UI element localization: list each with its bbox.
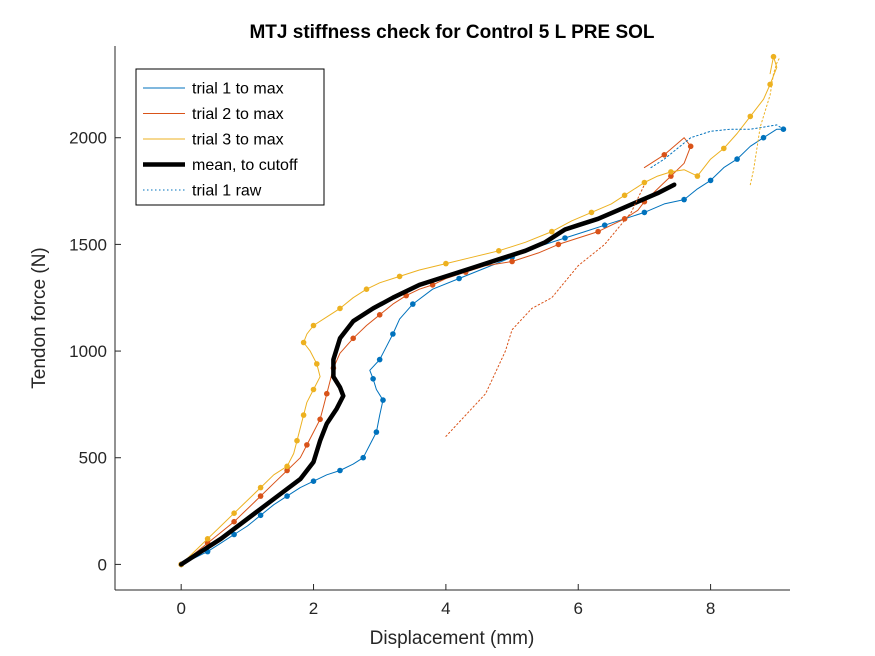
series-3-point <box>549 228 555 235</box>
legend-items: trial 1 to max trial 2 to max trial 3 to m… <box>143 81 298 200</box>
series-3-point <box>300 412 307 418</box>
chart-title: MTJ stiffness check for Control 5 L PRE … <box>249 22 654 43</box>
x-tick-label: 2 <box>309 599 318 618</box>
series-3-point <box>204 536 211 542</box>
series-2-point <box>661 152 668 158</box>
series-3-point <box>721 145 727 152</box>
series-3-point <box>257 484 264 491</box>
series-2-point <box>595 228 601 235</box>
x-tick-label: 0 <box>176 599 185 618</box>
legend-label-1: trial 1 to max <box>192 81 284 98</box>
x-tick-label: 4 <box>441 599 450 618</box>
series-2-point <box>668 173 674 179</box>
y-axis-label: Tendon force (N) <box>29 247 50 389</box>
series-1-point <box>562 235 568 241</box>
series-3-point <box>300 339 307 346</box>
series-1-point <box>380 397 386 403</box>
series-1-point <box>681 196 687 203</box>
y-tick-label: 500 <box>79 449 107 468</box>
legend-label-5: trial 1 raw <box>192 183 262 200</box>
series-3-point <box>443 260 449 267</box>
series-line-1 <box>180 128 784 565</box>
series-2-point <box>687 143 694 150</box>
legend-label-3: trial 3 to max <box>192 132 284 149</box>
axes-layer <box>114 46 790 591</box>
series-1-point <box>373 429 380 435</box>
series-2-point <box>429 282 436 288</box>
series-line-5 <box>650 124 784 169</box>
y-tick-label: 1000 <box>69 342 107 361</box>
series-2-point <box>324 390 330 397</box>
y-tick-label: 1500 <box>69 235 107 254</box>
series-1-point <box>601 222 608 228</box>
series-2-point <box>621 216 628 222</box>
x-axis-label: Displacement (mm) <box>370 628 535 649</box>
series-2-point <box>317 416 323 423</box>
series-3-point <box>668 169 674 175</box>
series-3-point <box>231 510 237 516</box>
series-line-6 <box>445 184 645 437</box>
series-2-point <box>509 258 515 265</box>
series-1-point <box>376 356 383 363</box>
ticks-layer: 0 2 4 6 8 0 500 1000 1500 2000 <box>69 129 715 618</box>
series-2-point <box>284 467 290 474</box>
series-3-point <box>588 209 595 216</box>
series-layer <box>178 53 787 568</box>
series-1-point <box>310 478 317 485</box>
x-tick-label: 8 <box>706 599 715 618</box>
legend: trial 1 to max trial 2 to max trial 3 to m… <box>135 68 325 206</box>
series-3-point <box>770 53 777 60</box>
y-tick-label: 0 <box>98 555 107 574</box>
series-1-point <box>370 376 376 382</box>
series-1-point <box>707 177 714 184</box>
series-3-point <box>284 463 290 470</box>
series-3-point <box>363 286 370 293</box>
series-3-point <box>496 248 502 254</box>
legend-label-2: trial 2 to max <box>192 106 284 123</box>
series-2-point <box>257 493 264 499</box>
series-1-point <box>641 209 648 216</box>
series-3-point <box>310 322 317 329</box>
series-line-4 <box>178 182 677 567</box>
series-3-point <box>747 113 754 120</box>
series-3-point <box>310 386 317 393</box>
series-1-point <box>284 493 290 499</box>
series-1-point <box>231 531 237 538</box>
legend-label-4: mean, to cutoff <box>192 157 298 174</box>
series-3-point <box>314 361 320 367</box>
y-tick-label: 2000 <box>69 129 107 148</box>
series-3-point <box>396 273 403 280</box>
series-1-point <box>734 156 740 162</box>
series-1-point <box>410 301 416 307</box>
series-2-point <box>555 241 562 248</box>
series-2-point <box>376 312 383 318</box>
series-3-point <box>294 437 300 444</box>
series-3-point <box>337 305 343 312</box>
series-1-point <box>760 134 767 141</box>
legend-box <box>135 68 325 206</box>
x-tick-label: 6 <box>574 599 583 618</box>
series-line-3 <box>180 56 778 565</box>
series-3-point <box>641 179 648 186</box>
series-1-point <box>360 454 367 461</box>
series-1-point <box>390 331 396 337</box>
series-1-point <box>456 275 462 282</box>
series-2-point <box>304 442 310 448</box>
series-2-point <box>231 518 237 525</box>
series-3-point <box>694 173 701 179</box>
series-2-point <box>350 335 357 342</box>
series-1-point <box>257 512 264 519</box>
series-3-point <box>621 192 628 199</box>
series-1-point <box>337 467 343 474</box>
